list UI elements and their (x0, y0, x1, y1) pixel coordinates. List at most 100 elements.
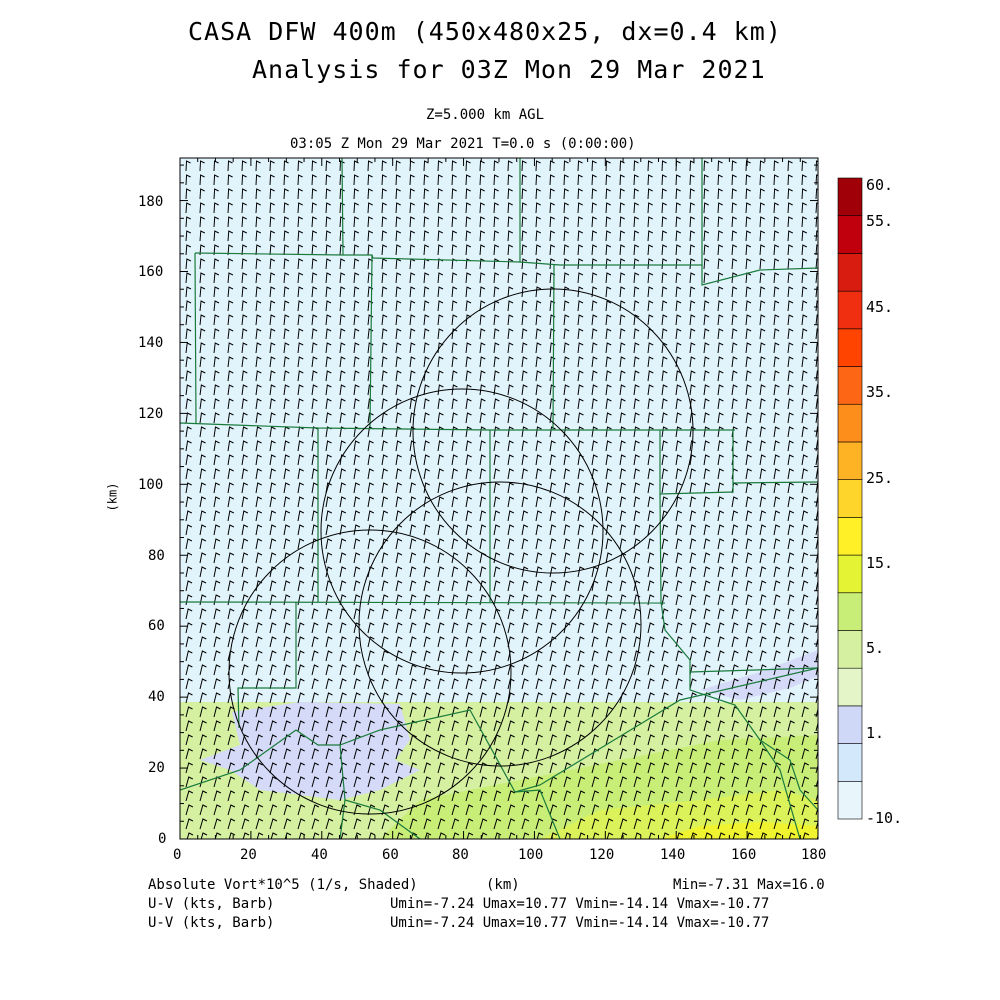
wind-barb (549, 160, 555, 172)
wind-barb (577, 244, 584, 256)
colorbar-swatch (837, 403, 863, 443)
wind-barb (675, 678, 683, 690)
wind-barb (549, 594, 557, 606)
wind-barb (325, 356, 332, 368)
wind-barb (563, 510, 571, 522)
wind-barb (759, 216, 765, 228)
wind-barb (633, 566, 641, 578)
wind-barb (199, 272, 206, 284)
wind-barb (507, 790, 516, 802)
wind-barb (801, 496, 808, 508)
wind-barb (577, 300, 584, 312)
wind-barb (675, 552, 683, 564)
wind-barb (647, 748, 655, 760)
wind-barb (619, 720, 627, 732)
wind-barb (605, 538, 613, 550)
wind-barb (745, 454, 752, 466)
wind-barb (479, 286, 486, 298)
wind-barb (521, 510, 529, 522)
wind-barb (465, 454, 472, 466)
wind-barb (703, 720, 711, 732)
wind-barb (647, 440, 654, 452)
wind-barb (731, 244, 738, 256)
wind-barb (297, 300, 304, 312)
wind-barb (199, 440, 206, 452)
wind-barb (759, 454, 766, 466)
wind-barb (451, 468, 458, 480)
wind-barb (465, 566, 473, 578)
wind-barb (717, 678, 725, 690)
wind-barb (185, 776, 194, 788)
wind-barb (633, 692, 641, 704)
wind-barb (591, 286, 598, 298)
wind-barb (731, 720, 739, 732)
wind-barb (647, 510, 655, 522)
wind-barb (661, 734, 669, 746)
wind-barb (689, 286, 696, 298)
wind-barb (661, 202, 667, 214)
wind-barb (703, 496, 710, 508)
wind-barb (409, 636, 417, 648)
wind-barb (521, 734, 529, 746)
wind-barb (213, 510, 221, 522)
wind-barb (227, 748, 235, 760)
wind-barb (675, 734, 683, 746)
wind-barb (577, 650, 585, 662)
wind-barb (703, 174, 709, 186)
wind-barb (451, 804, 460, 816)
wind-barb (325, 258, 332, 270)
wind-barb (787, 244, 794, 256)
wind-barb (479, 762, 487, 774)
wind-barb (493, 314, 500, 326)
wind-barb (745, 496, 752, 508)
wind-barb (801, 706, 809, 718)
wind-barb (605, 580, 613, 592)
wind-barb (311, 678, 319, 690)
wind-barb (760, 832, 768, 839)
wind-barb (619, 468, 626, 480)
wind-barb (381, 622, 389, 634)
wind-barb (773, 328, 780, 340)
wind-barb (255, 664, 263, 676)
wind-barb (381, 440, 388, 452)
wind-barb (759, 398, 766, 410)
wind-barb (633, 468, 640, 480)
wind-barb (367, 370, 374, 382)
wind-barb (759, 538, 767, 550)
wind-barb (367, 790, 376, 802)
wind-barb (479, 720, 487, 732)
wind-barb (367, 482, 374, 494)
wind-barb (255, 426, 262, 438)
wind-barb (675, 300, 682, 312)
wind-barb (731, 174, 737, 186)
wind-barb (773, 790, 782, 802)
wind-barb (255, 398, 262, 410)
wind-barb (703, 426, 710, 438)
wind-barb (269, 244, 276, 256)
wind-barb (339, 216, 345, 228)
wind-barb (689, 426, 696, 438)
wind-barb (325, 216, 331, 228)
wind-barb (717, 496, 724, 508)
wind-barb (718, 832, 726, 839)
wind-barb (255, 482, 262, 494)
wind-barb (311, 636, 319, 648)
wind-barb (563, 188, 569, 200)
wind-barb (605, 650, 613, 662)
wind-barb (619, 566, 627, 578)
wind-barb (213, 342, 220, 354)
wind-barb (605, 594, 613, 606)
wind-barb (647, 664, 655, 676)
wind-barb (353, 174, 359, 186)
wind-barb (255, 314, 262, 326)
wind-barb (185, 538, 193, 550)
wind-barb (591, 706, 599, 718)
wind-barb (675, 202, 681, 214)
wind-barb (367, 552, 375, 564)
wind-barb (801, 748, 809, 760)
wind-barb (563, 720, 571, 732)
wind-barb (381, 468, 388, 480)
wind-barb (703, 762, 711, 774)
wind-barb (787, 818, 796, 830)
wind-barb (717, 342, 724, 354)
